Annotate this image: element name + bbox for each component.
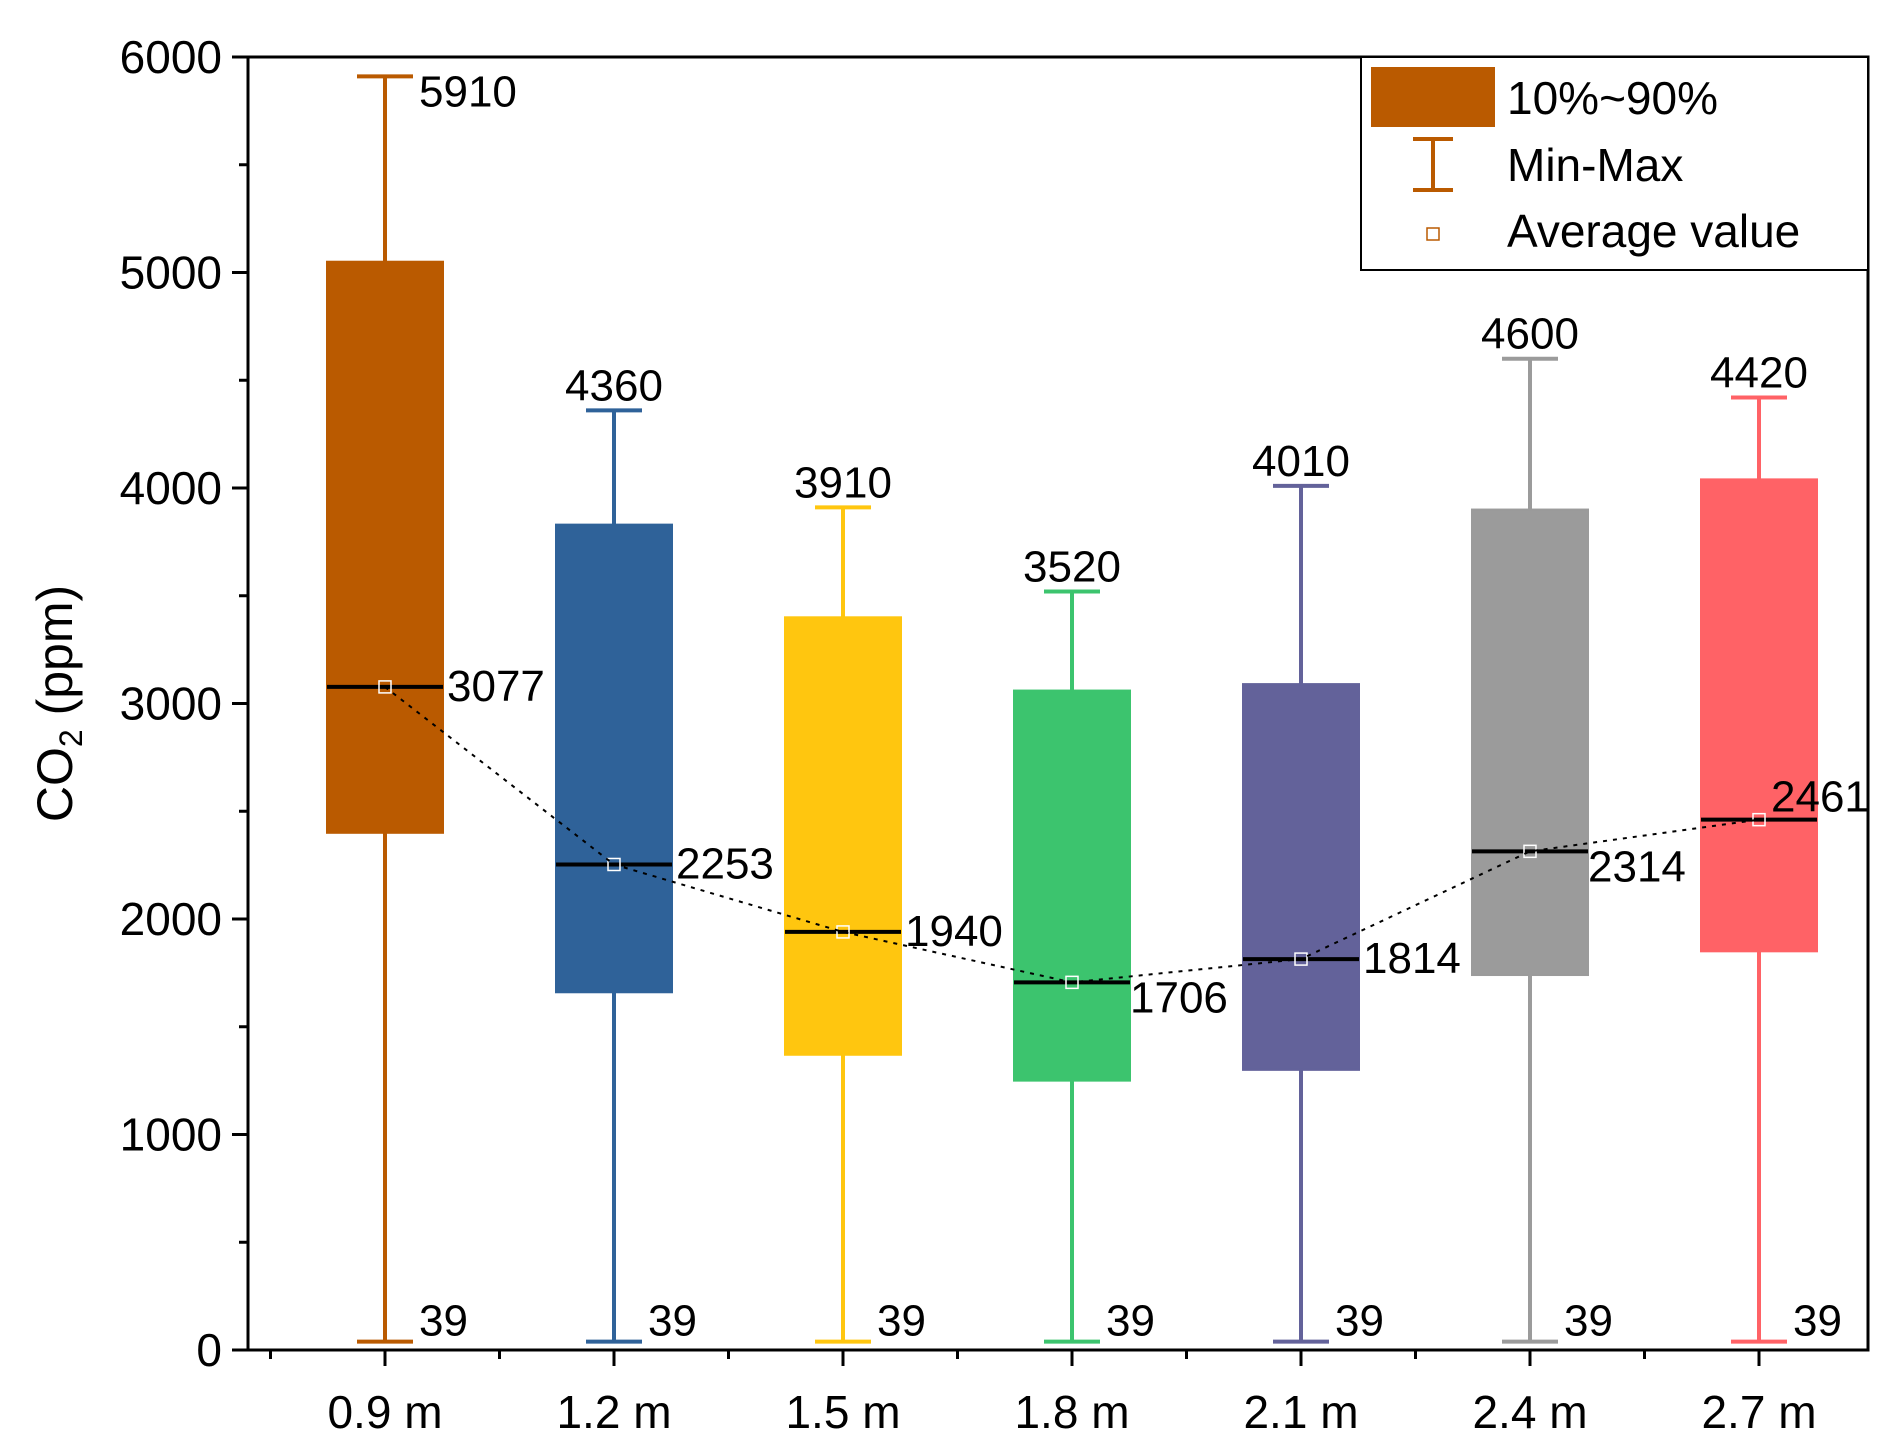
x-category-label: 2.7 m: [1701, 1386, 1816, 1438]
min-value-label: 39: [1564, 1297, 1613, 1346]
min-value-label: 39: [1793, 1297, 1842, 1346]
mean-marker: [1065, 975, 1079, 990]
x-category-label: 2.1 m: [1243, 1386, 1358, 1438]
box-10-90: [1471, 508, 1589, 977]
mean-value-label: 1814: [1363, 934, 1461, 983]
legend-label-minmax: Min-Max: [1507, 139, 1683, 191]
y-tick-label: 3000: [120, 678, 222, 730]
y-axis-label-units: (ppm): [27, 585, 83, 729]
min-value-label: 39: [648, 1297, 697, 1346]
legend-label-average: Average value: [1507, 205, 1800, 257]
min-value-label: 39: [1106, 1297, 1155, 1346]
legend-swatch-box: [1371, 67, 1495, 127]
max-value-label: 4600: [1481, 310, 1579, 359]
y-tick-label: 0: [196, 1324, 222, 1376]
y-axis-label-subscript: 2: [53, 729, 89, 747]
box-10-90: [1013, 689, 1131, 1082]
mean-value-label: 2253: [676, 839, 774, 888]
max-value-label: 4360: [565, 361, 663, 410]
mean-marker: [1294, 952, 1308, 966]
max-value-label: 4420: [1710, 348, 1808, 397]
mean-value-label: 2461: [1771, 773, 1869, 822]
max-value-label: 3910: [794, 458, 892, 507]
y-axis-label-main: CO: [27, 747, 83, 822]
x-category-label: 1.2 m: [556, 1386, 671, 1438]
mean-value-label: 3077: [447, 662, 545, 711]
mean-value-label: 1706: [1130, 973, 1228, 1022]
y-tick-label: 6000: [120, 31, 222, 83]
mean-value-label: 1940: [905, 907, 1003, 956]
x-category-label: 1.5 m: [785, 1386, 900, 1438]
max-value-label: 4010: [1252, 437, 1350, 486]
box-10-90: [555, 523, 673, 994]
x-category-label: 2.4 m: [1472, 1386, 1587, 1438]
y-tick-label: 4000: [120, 462, 222, 514]
max-value-label: 5910: [419, 67, 517, 116]
y-tick-label: 5000: [120, 247, 222, 299]
min-value-label: 39: [419, 1297, 468, 1346]
min-value-label: 39: [1335, 1297, 1384, 1346]
box-10-90: [784, 616, 902, 1056]
mean-trend-line: [384, 686, 1760, 984]
legend-mean-marker: [1426, 227, 1440, 241]
box-10-90: [1242, 683, 1360, 1071]
max-value-label: 3520: [1023, 542, 1121, 591]
y-tick-label: 2000: [120, 893, 222, 945]
box-10-90: [326, 260, 444, 834]
y-axis-label: CO2 (ppm): [27, 585, 89, 822]
mean-value-label: 2314: [1588, 842, 1686, 891]
box-10-90: [1700, 478, 1818, 953]
x-category-label: 0.9 m: [327, 1386, 442, 1438]
mean-marker: [378, 680, 392, 694]
mean-marker: [607, 857, 621, 872]
legend-label-range: 10%~90%: [1507, 72, 1718, 124]
y-tick-label: 1000: [120, 1109, 222, 1161]
x-category-label: 1.8 m: [1014, 1386, 1129, 1438]
min-value-label: 39: [877, 1297, 926, 1346]
mean-marker: [836, 925, 850, 939]
